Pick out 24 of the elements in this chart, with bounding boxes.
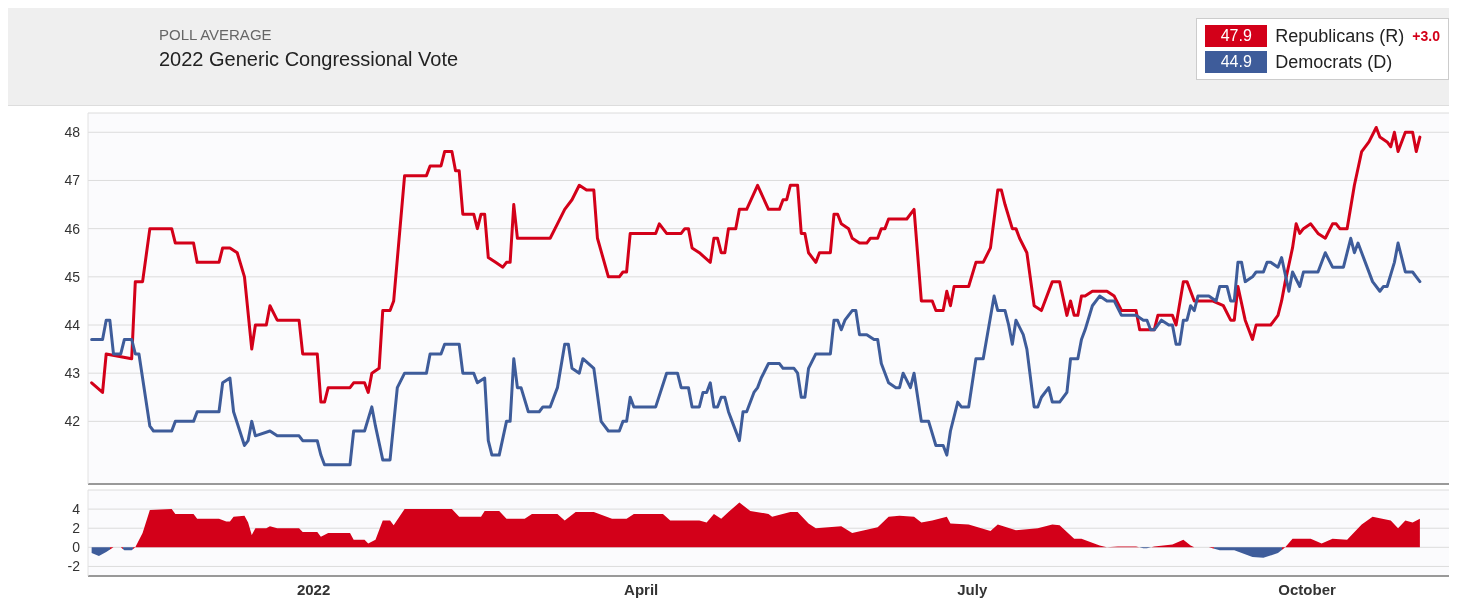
- y-tick-label: 42: [64, 413, 81, 430]
- legend-label: Democrats (D): [1275, 51, 1393, 73]
- x-tick-label: April: [624, 580, 659, 598]
- y-tick-label: 46: [64, 220, 81, 237]
- y-tick-label: -2: [67, 558, 81, 575]
- chart-subtitle: POLL AVERAGE: [159, 26, 272, 43]
- y-tick-label: 43: [64, 365, 81, 382]
- x-tick-label: 2022: [296, 580, 331, 598]
- y-tick-label: 44: [64, 316, 81, 333]
- text: 47.9: [1205, 25, 1268, 47]
- x-tick-label: July: [957, 580, 988, 598]
- chart-title: 2022 Generic Congressional Vote: [159, 48, 459, 70]
- line-series: [90, 236, 1422, 467]
- y-tick-label: 48: [64, 124, 81, 141]
- y-tick-label: 4: [72, 501, 81, 518]
- legend-label: Republicans (R): [1275, 25, 1405, 47]
- text: 44.9: [1205, 51, 1268, 73]
- x-tick-label: October: [1278, 580, 1336, 598]
- y-tick-label: 47: [64, 172, 81, 189]
- y-tick-label: 0: [72, 539, 81, 556]
- text: +3.0: [1412, 28, 1440, 44]
- y-tick-label: 2: [72, 520, 81, 537]
- y-tick-label: 45: [64, 268, 81, 285]
- line-series: [90, 125, 1422, 404]
